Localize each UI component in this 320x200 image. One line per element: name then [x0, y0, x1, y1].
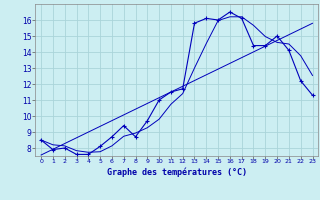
X-axis label: Graphe des températures (°C): Graphe des températures (°C): [107, 167, 247, 177]
